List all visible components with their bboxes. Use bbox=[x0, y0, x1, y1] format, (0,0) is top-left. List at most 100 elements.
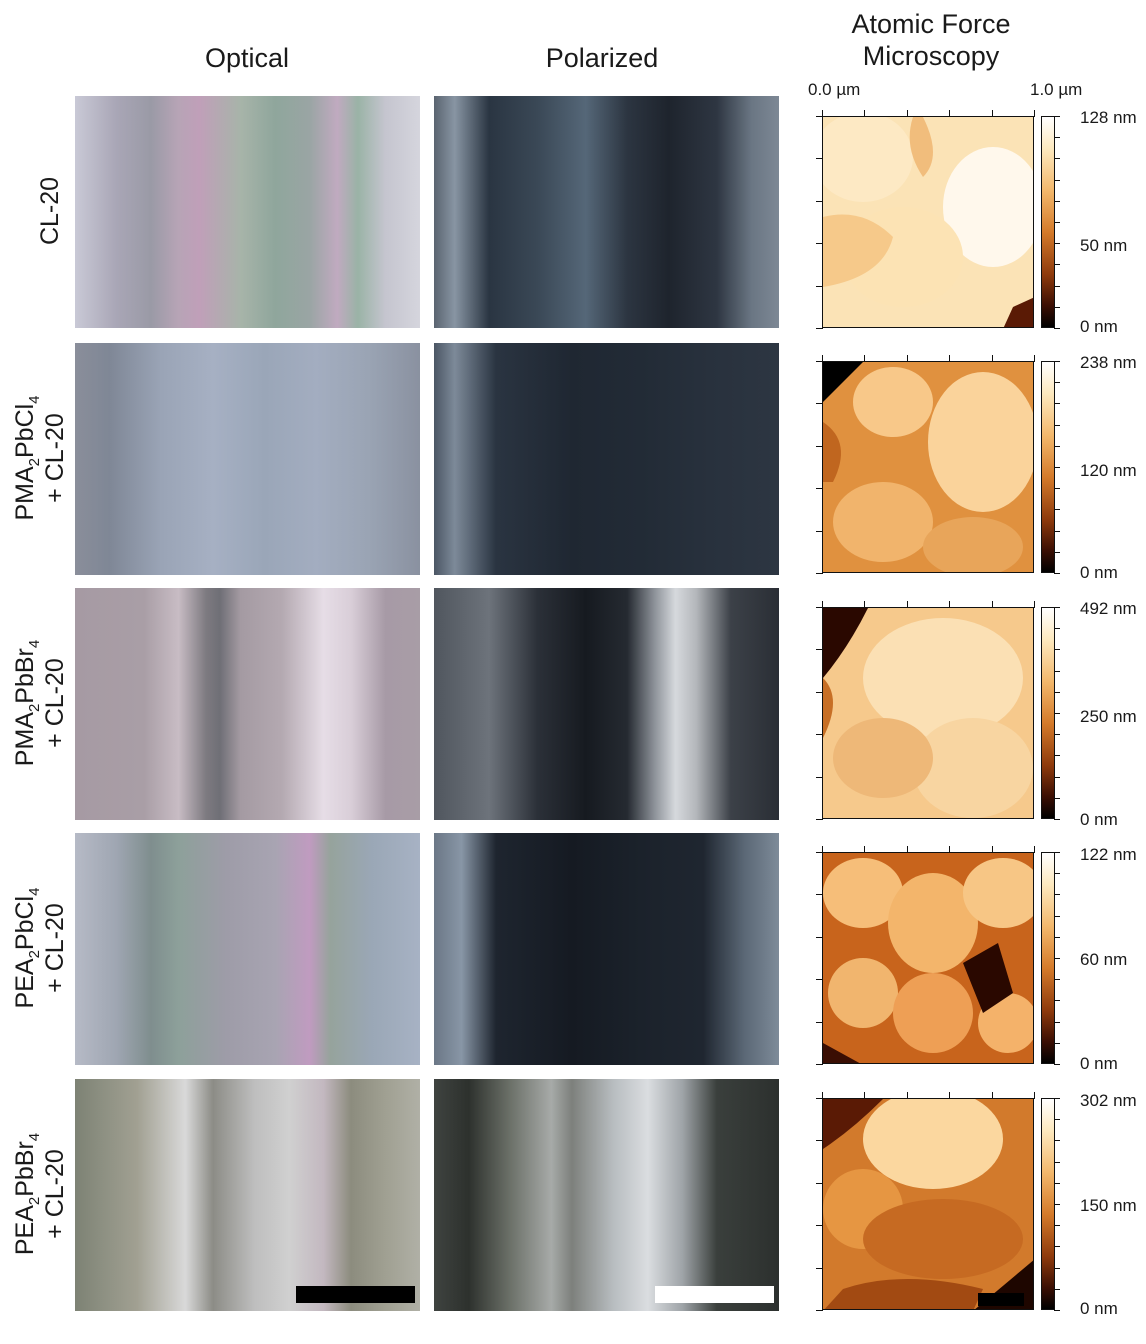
afm-top-tick bbox=[949, 846, 950, 853]
colorbar-tick bbox=[1054, 979, 1060, 980]
row-label-formula: PMA2PbCl4 bbox=[10, 395, 43, 520]
afm-top-tick bbox=[822, 1092, 823, 1099]
colorbar-max-label: 238 nm bbox=[1080, 353, 1137, 372]
colorbar-tick bbox=[1054, 755, 1060, 756]
afm-image-pma-pbbr4 bbox=[822, 607, 1034, 819]
colorbar-tick bbox=[1054, 713, 1060, 714]
afm-header-line1: Atomic Force bbox=[851, 9, 1011, 39]
afm-left-tick bbox=[816, 1064, 823, 1065]
colorbar-max-label: 492 nm bbox=[1080, 599, 1137, 618]
afm-left-tick bbox=[816, 692, 823, 693]
afm-left-tick bbox=[816, 488, 823, 489]
afm-top-tick bbox=[907, 601, 908, 608]
afm-left-tick bbox=[816, 1098, 823, 1099]
colorbar-min-label: 0 nm bbox=[1080, 1054, 1118, 1073]
formula-mid: PbBr bbox=[11, 1141, 39, 1197]
afm-left-tick bbox=[816, 1183, 823, 1184]
colorbar-mid-label: 50 nm bbox=[1080, 236, 1128, 255]
colorbar-mid-label: 150 nm bbox=[1080, 1196, 1137, 1215]
colorbar-tick bbox=[1054, 403, 1060, 404]
afm-left-tick bbox=[816, 649, 823, 650]
colorbar-tick bbox=[1054, 1289, 1060, 1290]
afm-left-tick bbox=[816, 201, 823, 202]
afm-top-tick bbox=[949, 110, 950, 117]
colorbar-tick bbox=[1054, 734, 1060, 735]
afm-top-tick bbox=[992, 846, 993, 853]
afm-top-tick bbox=[907, 846, 908, 853]
afm-left-tick bbox=[816, 1310, 823, 1311]
afm-left-tick bbox=[816, 328, 823, 329]
colorbar-mid-label: 60 nm bbox=[1080, 950, 1128, 969]
colorbar-tick bbox=[1054, 509, 1060, 510]
colorbar-tick bbox=[1054, 873, 1060, 874]
colorbar-tick bbox=[1054, 573, 1060, 574]
colorbar-min-label: 0 nm bbox=[1080, 317, 1118, 336]
afm-axis-start-label: 0.0 µm bbox=[808, 80, 861, 99]
colorbar-tick bbox=[1054, 222, 1060, 223]
colorbar-pma-pbcl4 bbox=[1041, 361, 1055, 573]
colorbar-tick bbox=[1054, 307, 1060, 308]
afm-top-tick bbox=[992, 601, 993, 608]
formula-base: PMA bbox=[11, 712, 39, 767]
colorbar-tick bbox=[1054, 1000, 1060, 1001]
colorbar-tick bbox=[1054, 777, 1060, 778]
afm-left-tick bbox=[816, 607, 823, 608]
polarized-image-pea-pbbr4 bbox=[434, 1079, 779, 1311]
colorbar-tick bbox=[1054, 1098, 1060, 1099]
colorbar-tick bbox=[1054, 201, 1060, 202]
formula-mid: PbCl bbox=[11, 403, 39, 458]
colorbar-tick bbox=[1054, 692, 1060, 693]
afm-top-tick bbox=[822, 601, 823, 608]
optical-column-header: Optical bbox=[204, 43, 290, 73]
afm-left-tick bbox=[816, 894, 823, 895]
colorbar-tick bbox=[1054, 1204, 1060, 1205]
colorbar-tick bbox=[1054, 1119, 1060, 1120]
colorbar-tick bbox=[1054, 819, 1060, 820]
afm-image-cl20 bbox=[822, 116, 1034, 328]
row-label-line2: + CL-20 bbox=[41, 1149, 69, 1239]
colorbar-mid-label: 250 nm bbox=[1080, 707, 1137, 726]
afm-left-tick bbox=[816, 937, 823, 938]
afm-top-tick bbox=[822, 355, 823, 362]
afm-left-tick bbox=[816, 1022, 823, 1023]
colorbar-tick bbox=[1054, 446, 1060, 447]
afm-top-tick bbox=[907, 355, 908, 362]
colorbar-pma-pbbr4 bbox=[1041, 607, 1055, 819]
afm-top-tick bbox=[992, 1092, 993, 1099]
afm-top-tick bbox=[864, 1092, 865, 1099]
formula-base: PEA bbox=[11, 958, 39, 1009]
afm-left-tick bbox=[816, 158, 823, 159]
colorbar-tick bbox=[1054, 852, 1060, 853]
afm-left-tick bbox=[816, 446, 823, 447]
row-label-formula: PEA2PbBr4 bbox=[10, 1133, 43, 1255]
colorbar-pea-pbcl4 bbox=[1041, 852, 1055, 1064]
afm-left-tick bbox=[816, 243, 823, 244]
afm-image-pea-pbbr4 bbox=[822, 1098, 1034, 1310]
colorbar-tick bbox=[1054, 607, 1060, 608]
row-label-line2: + CL-20 bbox=[41, 903, 69, 993]
colorbar-max-label: 302 nm bbox=[1080, 1091, 1137, 1110]
colorbar-tick bbox=[1054, 264, 1060, 265]
row-label-line2: + CL-20 bbox=[41, 413, 69, 503]
afm-top-tick bbox=[1034, 1092, 1035, 1099]
afm-left-tick bbox=[816, 361, 823, 362]
afm-left-tick bbox=[816, 777, 823, 778]
afm-column-header: Atomic Force Microscopy bbox=[806, 8, 1056, 72]
colorbar-min-label: 0 nm bbox=[1080, 1299, 1118, 1318]
colorbar-tick bbox=[1054, 628, 1060, 629]
colorbar-tick bbox=[1054, 1140, 1060, 1141]
afm-left-tick bbox=[816, 734, 823, 735]
colorbar-tick bbox=[1054, 531, 1060, 532]
afm-top-tick bbox=[864, 110, 865, 117]
colorbar-tick bbox=[1054, 361, 1060, 362]
colorbar-tick bbox=[1054, 1310, 1060, 1311]
formula-sub: 4 bbox=[26, 395, 43, 404]
afm-top-tick bbox=[949, 1092, 950, 1099]
afm-top-tick bbox=[1034, 110, 1035, 117]
afm-left-tick bbox=[816, 979, 823, 980]
colorbar-tick bbox=[1054, 1268, 1060, 1269]
afm-top-tick bbox=[992, 355, 993, 362]
afm-left-tick bbox=[816, 531, 823, 532]
afm-top-tick bbox=[864, 355, 865, 362]
row-label-line2: + CL-20 bbox=[41, 658, 69, 748]
